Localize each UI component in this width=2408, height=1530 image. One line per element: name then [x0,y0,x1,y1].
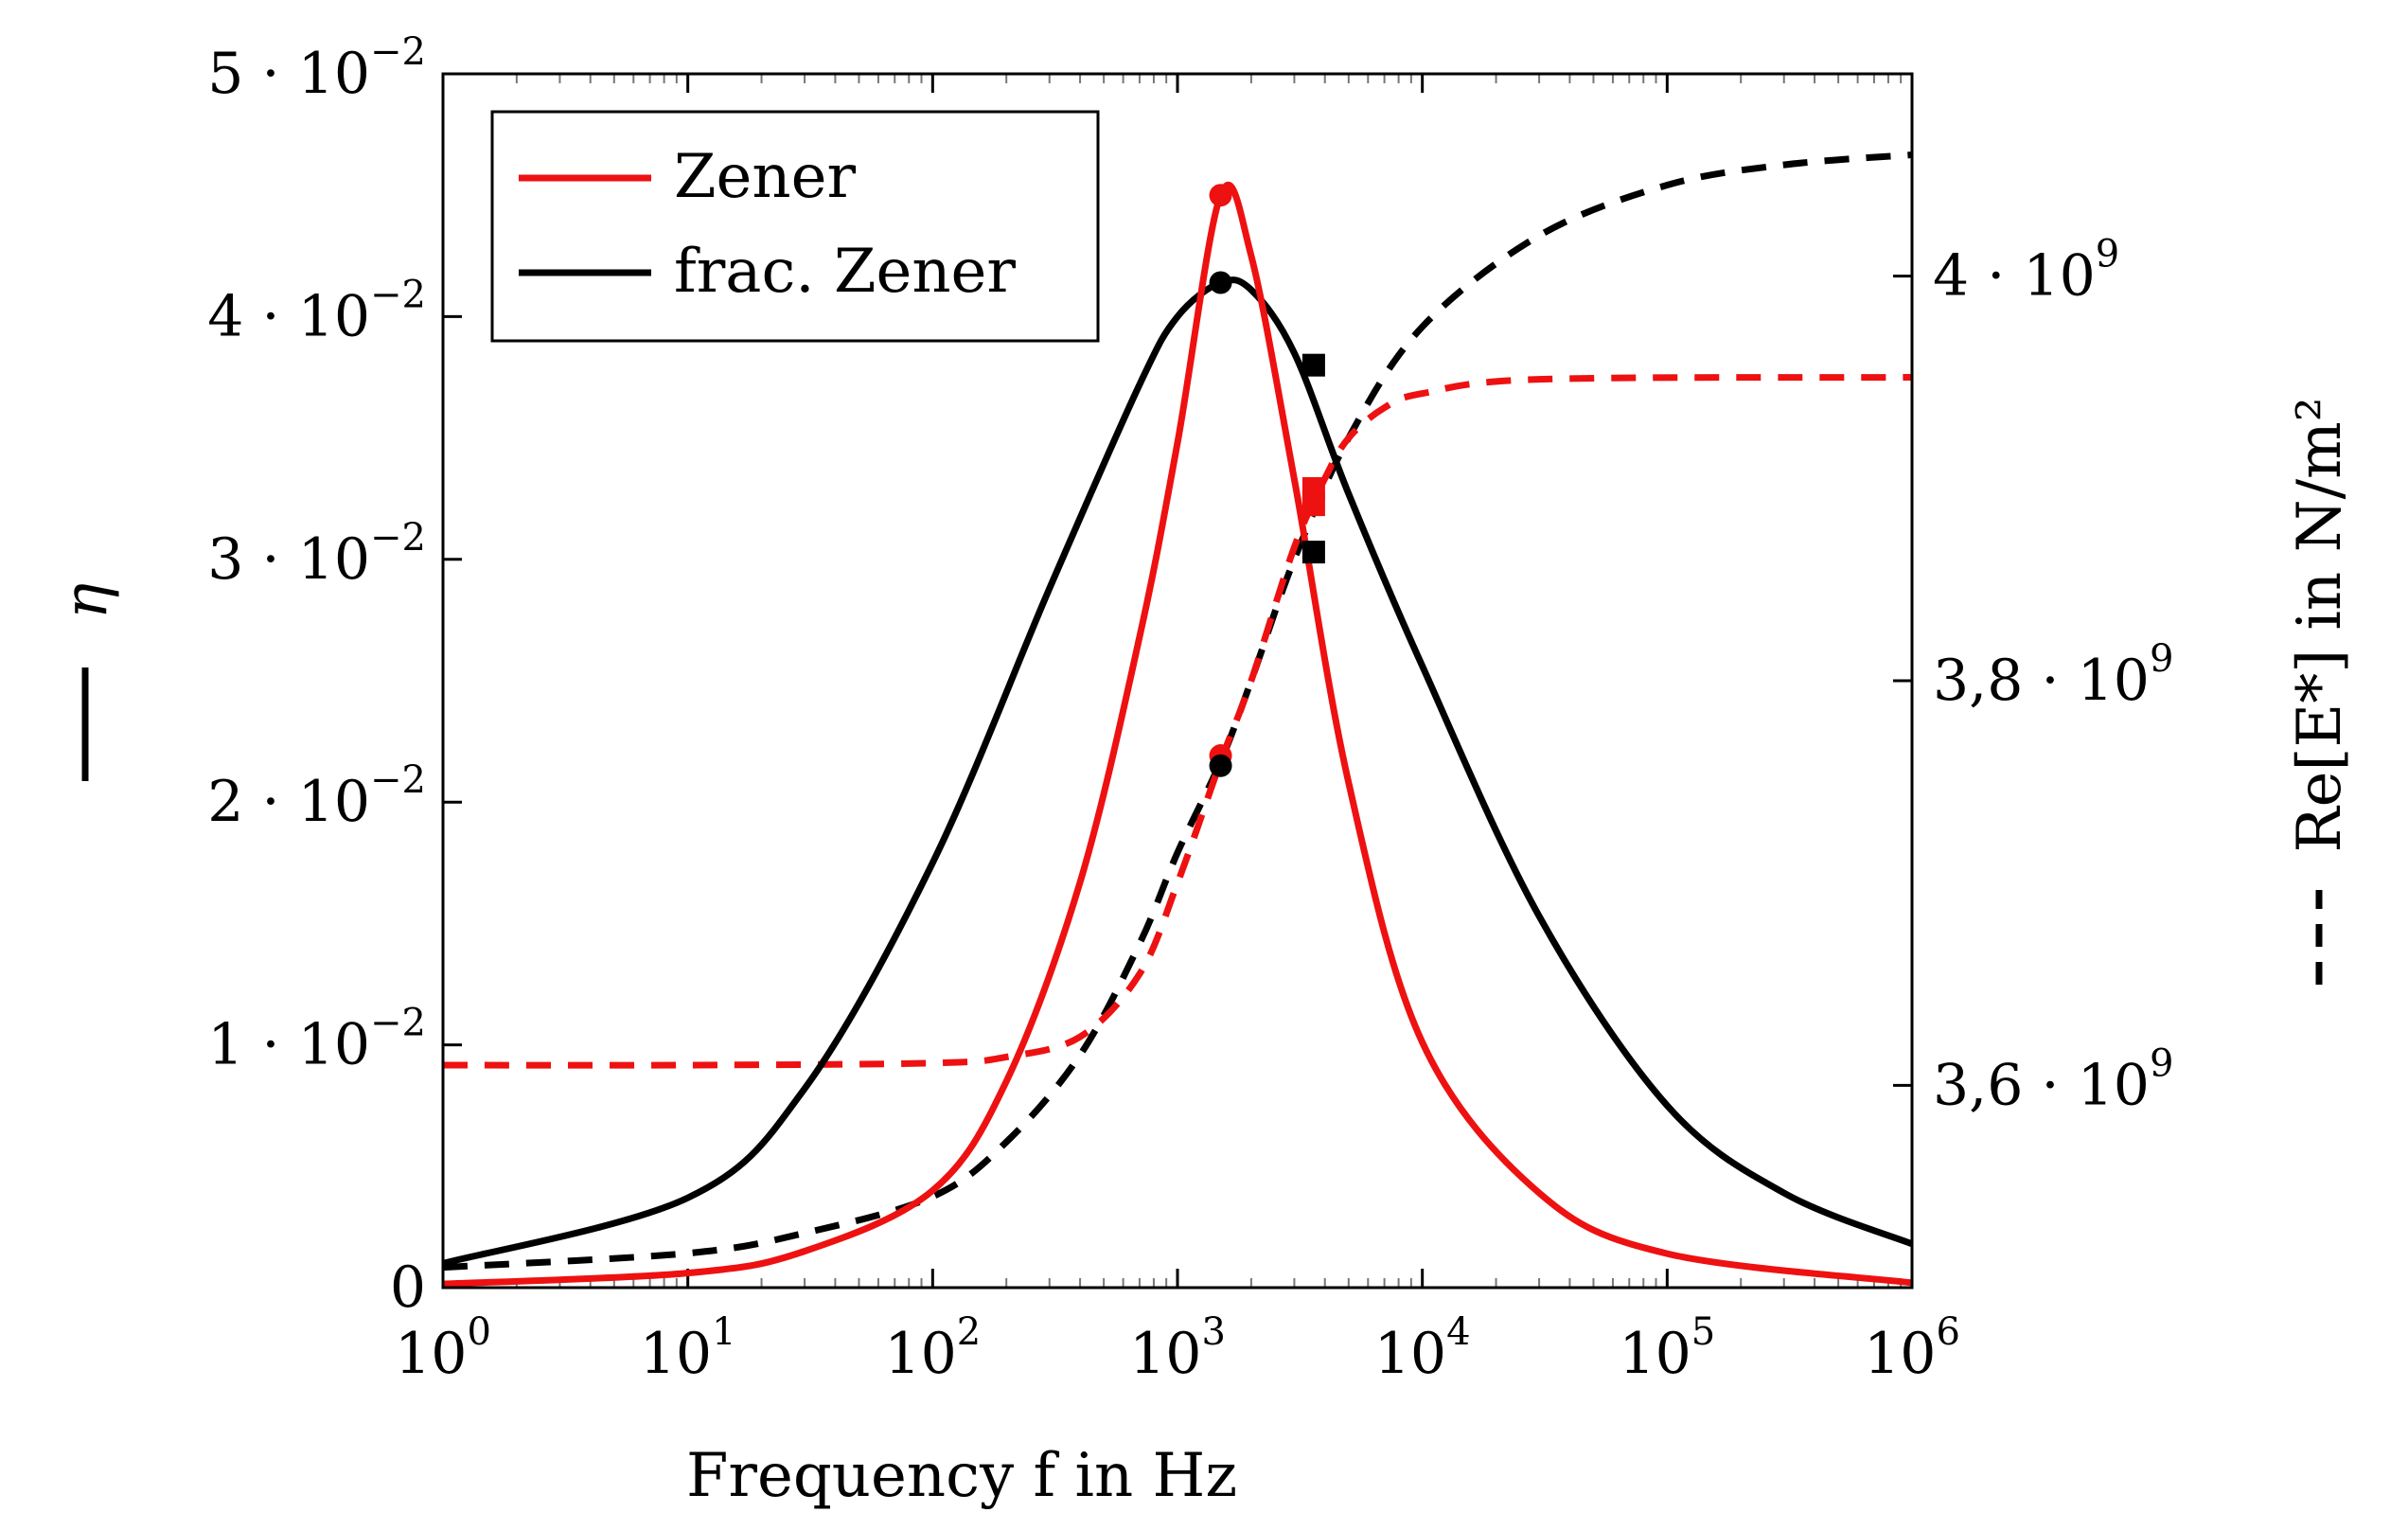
frame-layer [441,72,1914,1290]
y-right-tick-label: 3,8 · 109 [1933,637,2173,714]
x-tick-label: 100 [395,1310,491,1387]
x-tick-label: 103 [1129,1310,1226,1387]
y-left-tick-label: 3 · 10−2 [207,516,426,593]
x-tick-label: 105 [1619,1310,1715,1387]
x-tick-label: 101 [640,1310,736,1387]
x-tick-label: 106 [1864,1310,1960,1387]
marker-layer [1209,184,1325,777]
y-right-axis-title: Re[E*] in N/m² [2285,398,2355,853]
y-left-tick-label: 5 · 10−2 [207,30,426,107]
plot-frame [441,72,1914,1290]
axes-layer: 100 101 102 103 104 105 106 0 1 · 10−2 2 · 10−2 3 … [207,30,2173,1387]
series-line-frac-zener-re-e [443,151,1912,1272]
y-left-axis-title-group: η [51,583,121,781]
marker-square [1301,541,1325,564]
y-left-tick-label: 4 · 10−2 [207,273,426,349]
series-line-zener [443,181,1912,1288]
series-line-zener-re-e [443,374,1912,1069]
y-left-axis-title: η [51,583,121,619]
marker-square [1301,493,1325,517]
legend-label-frac-zener: frac. Zener [674,237,1016,307]
series-line-frac-zener [443,276,1912,1267]
x-axis-title: Frequency f in Hz [686,1441,1237,1511]
y-right-tick-label: 3,6 · 109 [1933,1041,2173,1118]
marker-circle [1209,184,1232,207]
x-tick-label: 104 [1374,1310,1471,1387]
marker-circle [1209,271,1232,294]
x-tick-label: 102 [884,1310,981,1387]
legend-label-zener: Zener [674,142,856,212]
marker-circle [1209,754,1232,777]
y-left-tick-label: 0 [390,1254,426,1321]
y-left-tick-label: 2 · 10−2 [207,758,426,835]
y-left-tick-label: 1 · 10−2 [207,1002,426,1078]
y-right-axis-title-group: Re[E*] in N/m² [2285,398,2355,985]
marker-square [1301,353,1325,377]
y-right-tick-label: 4 · 109 [1933,233,2119,310]
legend-box [490,110,1100,343]
